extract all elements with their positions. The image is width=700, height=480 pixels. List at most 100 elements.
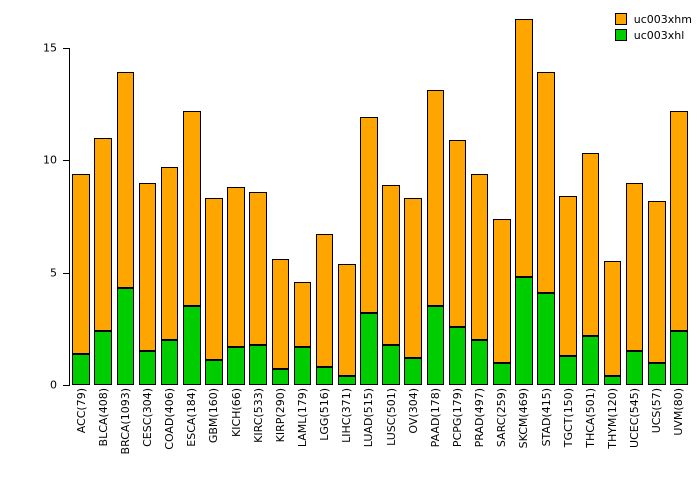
bar-segment-uc003xhl-KICH(66) [227, 346, 245, 385]
x-tick-label-text: ACC(79) [74, 388, 88, 434]
bar-segment-uc003xhm-PCPG(179) [448, 139, 467, 327]
x-tick-label-text: STAD(415) [539, 388, 553, 447]
y-tick [63, 272, 70, 274]
y-tick-label: 15 [43, 41, 57, 55]
x-tick-label-text: LUAD(515) [362, 388, 376, 448]
legend-swatch-orange [614, 13, 627, 25]
bar-segment-uc003xhl-ESCA(184) [182, 306, 201, 385]
bar-segment-uc003xhm-LUSC(501) [382, 184, 400, 345]
x-tick-label-PRAD(497): PRAD(497) [469, 388, 491, 478]
y-tick [63, 385, 70, 386]
bar-segment-uc003xhl-PCPG(179) [448, 326, 467, 385]
bar-segment-uc003xhm-THCA(501) [581, 153, 600, 336]
x-tick-label-text: KIRP(290) [273, 388, 287, 443]
x-tick-label-GBM(160): GBM(160) [203, 388, 225, 478]
y-axis: 0 5 10 15 [0, 14, 70, 391]
bar-segment-uc003xhl-TGCT(150) [559, 355, 578, 385]
bar-segment-uc003xhm-TGCT(150) [559, 196, 578, 356]
x-tick-label-LGG(516): LGG(516) [314, 388, 336, 478]
bar-segment-uc003xhl-ACC(79) [72, 353, 90, 385]
x-axis-labels: ACC(79) BLCA(408) BRCA(1093) CESC(304) COAD(… [70, 388, 690, 478]
bar-segment-uc003xhm-OV(304) [404, 198, 423, 359]
bar-segment-uc003xhm-GBM(160) [205, 198, 223, 361]
x-tick-label-KIRP(290): KIRP(290) [269, 388, 291, 478]
bar-segment-uc003xhm-LUAD(515) [360, 117, 378, 314]
x-tick-label-OV(304): OV(304) [402, 388, 424, 478]
x-tick-label-text: PRAD(497) [473, 388, 487, 448]
bar-segment-uc003xhl-UVM(80) [670, 331, 688, 385]
bar-segment-uc003xhl-KIRP(290) [271, 369, 290, 385]
bar-segment-uc003xhm-KIRP(290) [271, 259, 290, 370]
bar-segment-uc003xhm-CESC(304) [138, 182, 157, 352]
bar-segment-uc003xhl-STAD(415) [537, 292, 555, 385]
bar-segment-uc003xhm-SKCM(469) [515, 18, 533, 278]
x-tick-label-text: UCEC(545) [628, 388, 642, 448]
x-tick-label-THYM(120): THYM(120) [601, 388, 623, 478]
bar-segment-uc003xhl-COAD(406) [160, 340, 179, 385]
legend-label-uc003xhl: uc003xhl [633, 28, 685, 42]
bar-segment-uc003xhm-SARC(259) [492, 218, 511, 363]
plot-area [70, 14, 690, 385]
x-tick-label-UCS(57): UCS(57) [646, 388, 668, 478]
x-tick-label-THCA(501): THCA(501) [579, 388, 601, 478]
bar-segment-uc003xhl-PRAD(497) [470, 340, 489, 385]
x-tick-label-text: PAAD(178) [428, 388, 442, 448]
x-tick-label-LUAD(515): LUAD(515) [358, 388, 380, 478]
bar-segment-uc003xhm-PRAD(497) [470, 173, 489, 341]
x-tick-label-text: SKCM(469) [517, 388, 531, 449]
x-tick-label-UVM(80): UVM(80) [668, 388, 690, 478]
x-tick-label-COAD(406): COAD(406) [159, 388, 181, 478]
x-tick-label-text: LUSC(501) [384, 388, 398, 446]
x-tick-label-text: COAD(406) [163, 388, 177, 450]
x-tick-label-text: UVM(80) [672, 388, 686, 436]
x-tick-label-KIRC(533): KIRC(533) [247, 388, 269, 478]
x-tick-label-text: SARC(259) [495, 388, 509, 448]
y-tick [63, 47, 70, 49]
bar-segment-uc003xhl-PAAD(178) [426, 306, 445, 385]
x-tick-label-text: BLCA(408) [96, 388, 110, 447]
bar-segment-uc003xhm-THYM(120) [603, 261, 622, 377]
bar-segment-uc003xhm-BRCA(1093) [116, 72, 135, 289]
x-tick-label-PAAD(178): PAAD(178) [424, 388, 446, 478]
x-tick-label-text: KIRC(533) [251, 388, 265, 443]
x-tick-label-text: CESC(304) [140, 388, 154, 447]
x-tick-label-text: UCS(57) [650, 388, 664, 434]
legend-label-uc003xhm: uc003xhm [633, 12, 692, 26]
bar-segment-uc003xhm-STAD(415) [537, 72, 555, 293]
bar-segment-uc003xhl-SKCM(469) [515, 277, 533, 385]
bar-segment-uc003xhl-LGG(516) [315, 367, 334, 385]
bar-segment-uc003xhl-OV(304) [404, 358, 423, 385]
x-tick-label-text: OV(304) [406, 388, 420, 434]
x-tick-label-TGCT(150): TGCT(150) [557, 388, 579, 478]
x-tick-label-text: PCPG(179) [450, 388, 464, 448]
bar-segment-uc003xhl-BRCA(1093) [116, 288, 135, 385]
x-tick-label-BRCA(1093): BRCA(1093) [114, 388, 136, 478]
bar-segment-uc003xhl-SARC(259) [492, 362, 511, 385]
bar-segment-uc003xhm-ESCA(184) [182, 110, 201, 307]
bar-segment-uc003xhm-LIHC(371) [337, 263, 356, 377]
bar-segment-uc003xhl-UCS(57) [647, 362, 666, 385]
bar-segment-uc003xhl-LUSC(501) [382, 344, 400, 385]
bar-segment-uc003xhm-KIRC(533) [249, 191, 268, 345]
x-tick-label-ESCA(184): ESCA(184) [181, 388, 203, 478]
bar-segment-uc003xhm-COAD(406) [160, 166, 179, 341]
legend: uc003xhm uc003xhl [614, 12, 692, 42]
x-tick-label-text: LAML(179) [295, 388, 309, 448]
bar-segment-uc003xhl-BLCA(408) [94, 331, 113, 385]
bar-segment-uc003xhl-UCEC(545) [625, 351, 644, 385]
x-tick-label-LIHC(371): LIHC(371) [336, 388, 358, 478]
bar-segment-uc003xhl-LUAD(515) [360, 313, 378, 385]
x-tick-label-STAD(415): STAD(415) [535, 388, 557, 478]
x-tick-label-text: LIHC(371) [340, 388, 354, 443]
x-tick-label-SARC(259): SARC(259) [491, 388, 513, 478]
x-tick-label-UCEC(545): UCEC(545) [624, 388, 646, 478]
x-tick-label-LAML(179): LAML(179) [291, 388, 313, 478]
x-tick-label-PCPG(179): PCPG(179) [446, 388, 468, 478]
bar-segment-uc003xhm-UCS(57) [647, 200, 666, 363]
bar-segment-uc003xhl-CESC(304) [138, 351, 157, 385]
x-tick-label-text: THYM(120) [605, 388, 619, 449]
bar-segment-uc003xhl-LIHC(371) [337, 376, 356, 385]
x-tick-label-text: LGG(516) [318, 388, 332, 441]
bar-segment-uc003xhl-GBM(160) [205, 360, 223, 385]
